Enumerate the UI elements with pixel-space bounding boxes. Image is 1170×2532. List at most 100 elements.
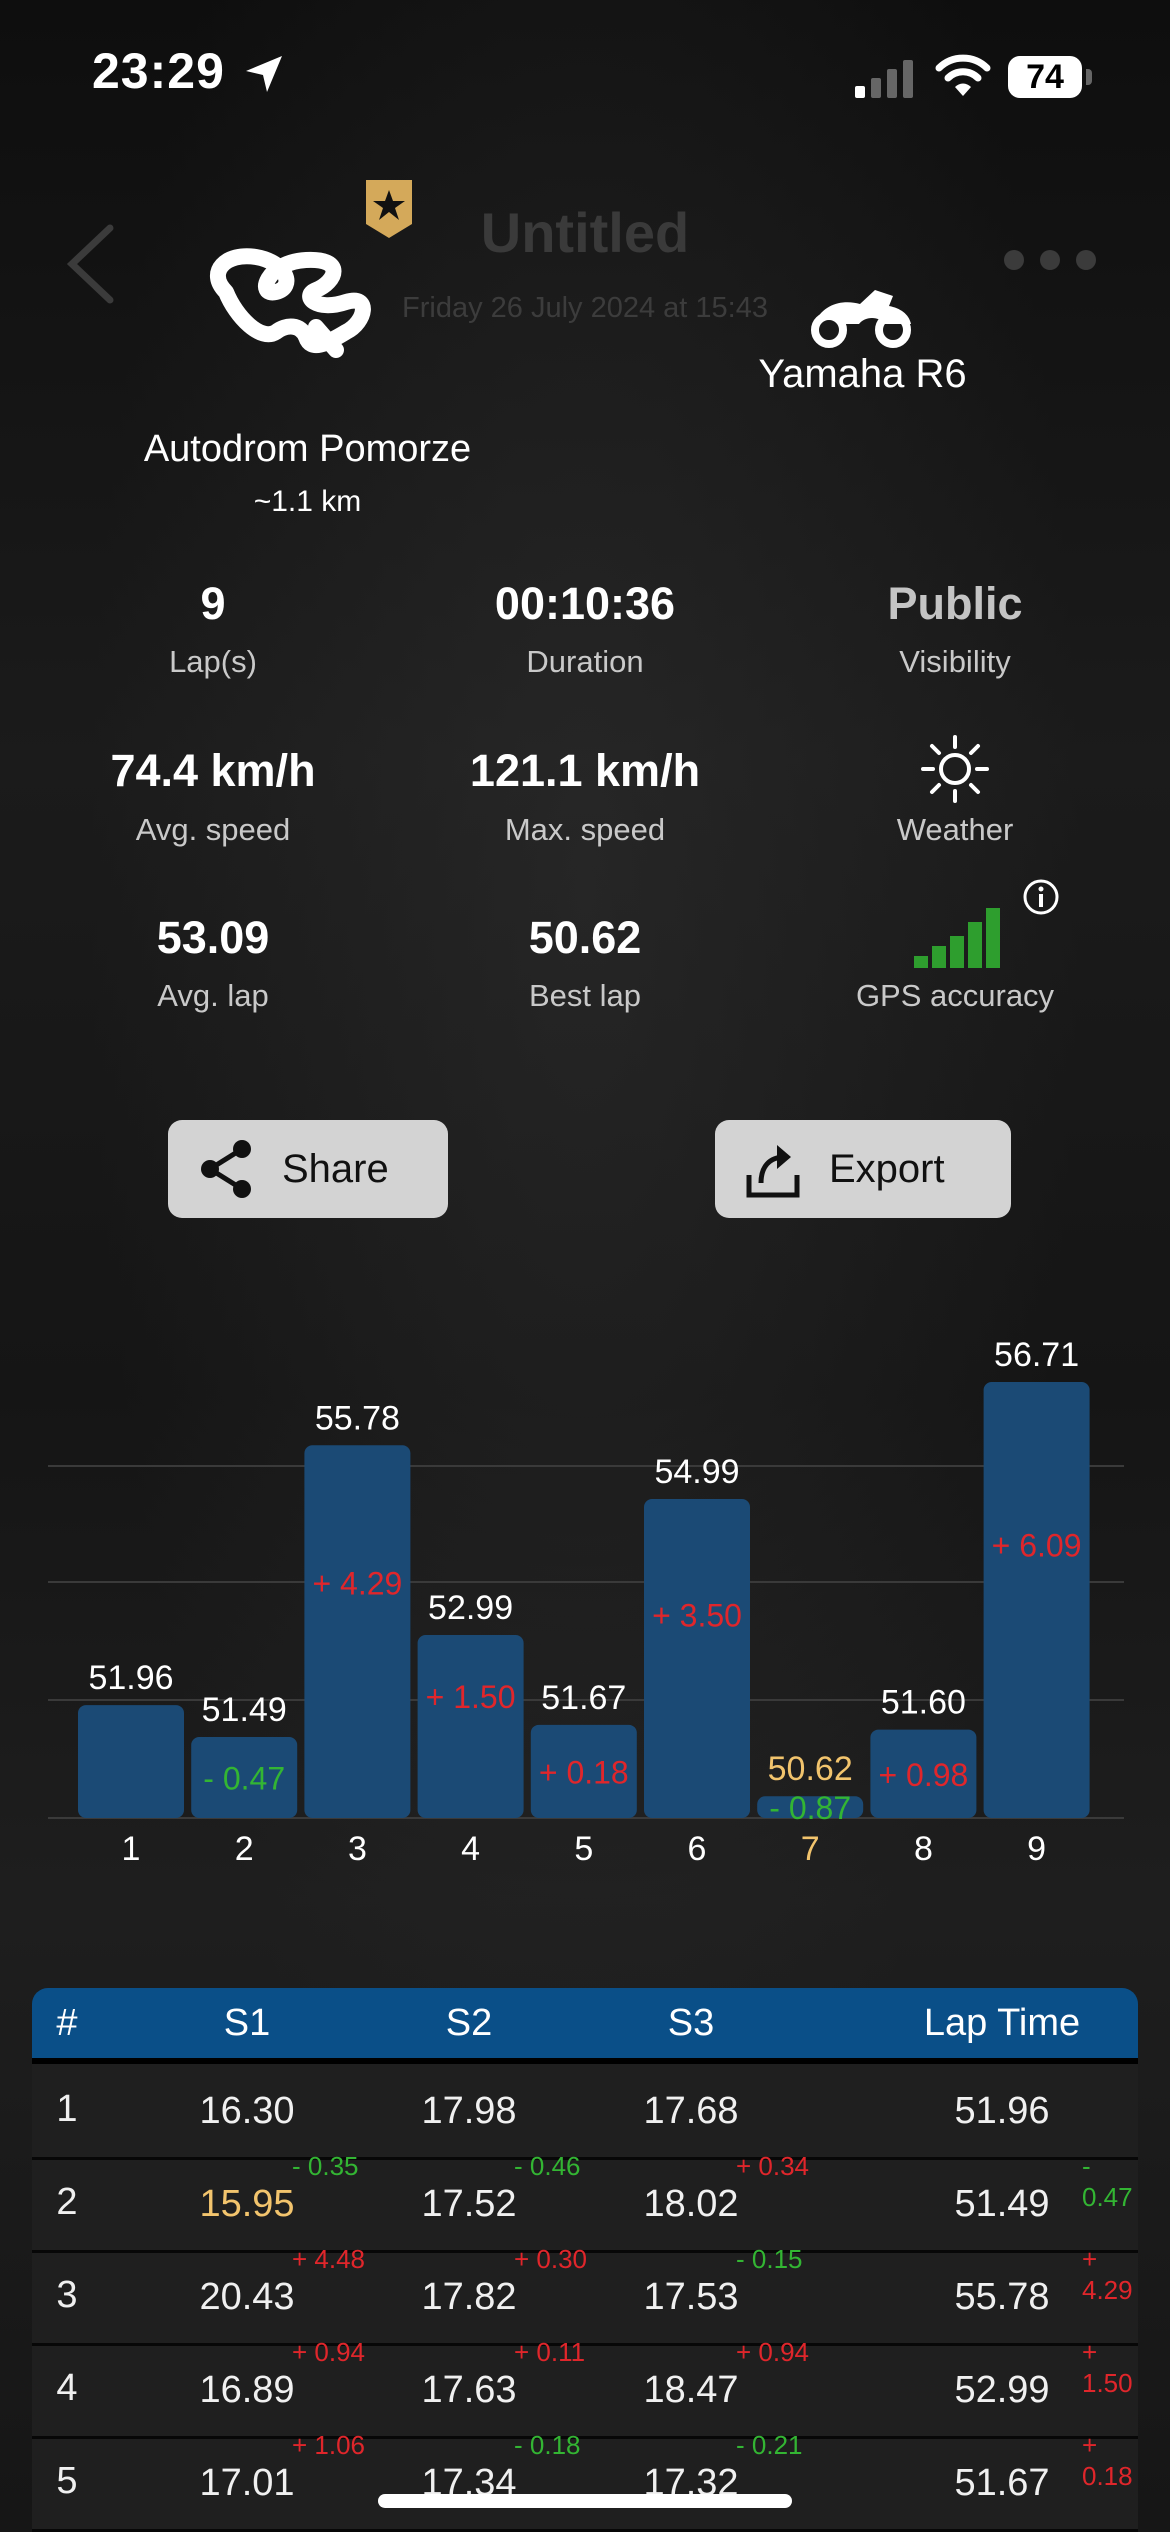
table-row: 2 15.95- 0.35 17.52- 0.46 18.02 + 0.34 51.49-…	[32, 2151, 1138, 2253]
row-lap-number: 3	[56, 2274, 78, 2316]
track-layout-icon[interactable]	[196, 232, 424, 372]
row-s1-delta: - 0.35	[292, 2151, 359, 2181]
row-lap-number: 4	[56, 2367, 78, 2409]
share-icon	[201, 1140, 251, 1198]
row-lap-number: 5	[56, 2460, 78, 2502]
back-chevron-icon[interactable]	[62, 222, 122, 306]
row-lap-delta: - 0.47	[1082, 2151, 1133, 2212]
bar-value-label: 52.99	[428, 1589, 513, 1627]
header-s3: S3	[667, 2002, 715, 2044]
share-button[interactable]: Share	[168, 1120, 448, 1218]
bar-value-label: 51.60	[881, 1684, 966, 1722]
chart-bar	[304, 1445, 411, 1818]
visibility-label: Visibility	[899, 644, 1011, 679]
track-length: ~1.1 km	[253, 485, 362, 518]
chart-bar	[757, 1796, 864, 1818]
star-badge-icon	[366, 180, 412, 238]
row-s3-delta: + 0.34	[736, 2151, 810, 2181]
table-row: 4 16.89 + 0.94 17.63 + 0.11 18.47 + 0.94 52.99 +…	[32, 2337, 1138, 2439]
bar-value-label: 54.99	[654, 1453, 739, 1491]
row-lap-number: 1	[56, 2088, 78, 2130]
duration-value: 00:10:36	[494, 578, 676, 629]
row-s3-delta: - 0.15	[736, 2244, 803, 2274]
bar-delta-label: + 4.29	[312, 1565, 402, 1601]
category-label: 7	[801, 1830, 820, 1868]
row-s3-delta: + 0.94	[736, 2337, 810, 2367]
row-s3-value: 18.02	[643, 2183, 739, 2225]
best-lap-value: 50.62	[528, 912, 642, 963]
max-speed-label: Max. speed	[504, 812, 666, 847]
chart-bar	[870, 1729, 977, 1818]
motorcycle-icon	[811, 290, 911, 348]
row-lap-value: 51.49	[954, 2183, 1050, 2225]
row-s3-value: 18.47	[643, 2369, 739, 2411]
category-label: 1	[122, 1830, 141, 1868]
export-icon	[746, 1145, 800, 1198]
row-s2-value: 17.98	[421, 2090, 517, 2132]
row-s3-delta: - 0.21	[736, 2430, 803, 2460]
chart-bar	[983, 1382, 1090, 1818]
row-s1-delta: + 4.48	[292, 2244, 366, 2274]
avg-speed-value: 74.4 km/h	[110, 745, 316, 796]
weather-label: Weather	[896, 812, 1014, 847]
bar-value-label: 51.96	[88, 1659, 173, 1697]
chart-bar	[191, 1737, 298, 1818]
lap-times-chart: 51.96 1 51.49 2 - 0.47 55.78 3 + 4.29 52.99 4 + 1.…	[48, 1336, 1124, 1868]
row-s2-value: 17.82	[421, 2276, 517, 2318]
bar-delta-label: + 3.50	[652, 1598, 742, 1634]
status-time: 23:29	[92, 43, 225, 99]
category-label: 8	[914, 1830, 933, 1868]
best-lap-label: Best lap	[528, 978, 641, 1013]
duration-label: Duration	[526, 644, 644, 679]
row-s2-delta: + 0.11	[514, 2337, 586, 2367]
category-label: 2	[235, 1830, 254, 1868]
bar-delta-label: + 6.09	[992, 1527, 1082, 1563]
sun-icon	[921, 735, 989, 803]
bar-value-label: 56.71	[994, 1336, 1079, 1374]
max-speed-value: 121.1 km/h	[469, 745, 701, 796]
row-lap-value: 51.96	[954, 2090, 1050, 2132]
header-lap-time: Lap Time	[923, 2002, 1081, 2044]
sector-times-table: # S1 S2 S3 Lap Time 1 16.30 17.98 17.68 51.9…	[32, 1988, 1138, 2532]
bike-name: Yamaha R6	[758, 352, 967, 396]
row-s1-value: 20.43	[199, 2276, 295, 2318]
battery-level: 74	[1008, 56, 1082, 98]
row-s2-delta: - 0.18	[514, 2430, 581, 2460]
row-s1-value: 17.01	[199, 2462, 295, 2504]
info-icon[interactable]	[1022, 878, 1060, 916]
row-lap-delta: + 0.18	[1082, 2430, 1133, 2491]
home-indicator[interactable]	[378, 2494, 792, 2508]
page-title[interactable]: Untitled	[480, 201, 690, 264]
export-button[interactable]: Export	[715, 1120, 1011, 1218]
location-arrow-icon	[246, 56, 282, 92]
bar-value-label: 55.78	[315, 1399, 400, 1437]
row-lap-value: 51.67	[954, 2462, 1050, 2504]
avg-lap-label: Avg. lap	[157, 978, 269, 1013]
avg-speed-label: Avg. speed	[135, 812, 291, 847]
row-s2-value: 17.52	[421, 2183, 517, 2225]
category-label: 6	[688, 1830, 707, 1868]
bar-delta-label: - 0.87	[769, 1790, 851, 1826]
table-header: # S1 S2 S3 Lap Time	[32, 1988, 1138, 2058]
row-s2-value: 17.63	[421, 2369, 517, 2411]
visibility-value[interactable]: Public	[887, 578, 1023, 629]
table-row: 1 16.30 17.98 17.68 51.96	[32, 2064, 1138, 2160]
battery-indicator: 74	[1008, 56, 1092, 98]
more-options-icon[interactable]	[1000, 246, 1100, 274]
bar-delta-label: + 0.18	[539, 1754, 629, 1790]
chart-bar	[644, 1498, 750, 1818]
bar-value-label: 51.49	[202, 1691, 287, 1729]
row-s3-value: 17.53	[643, 2276, 739, 2318]
row-s1-value: 16.30	[199, 2090, 295, 2132]
cellular-signal-icon	[855, 60, 913, 98]
category-label: 4	[461, 1830, 480, 1868]
laps-value: 9	[200, 578, 226, 629]
table-row: 5 17.01 + 1.06 17.34- 0.18 17.32- 0.21 51.67 +…	[32, 2430, 1138, 2532]
row-s3-value: 17.68	[643, 2090, 739, 2132]
table-row: 3 20.43 + 4.48 17.82 + 0.30 17.53- 0.15 55.78 +…	[32, 2244, 1138, 2346]
row-lap-delta: + 4.29	[1082, 2244, 1133, 2305]
bar-delta-label: + 1.50	[426, 1679, 516, 1715]
row-s2-delta: - 0.46	[514, 2151, 581, 2181]
row-lap-delta: + 1.50	[1082, 2337, 1133, 2398]
row-s1-delta: + 0.94	[292, 2337, 366, 2367]
